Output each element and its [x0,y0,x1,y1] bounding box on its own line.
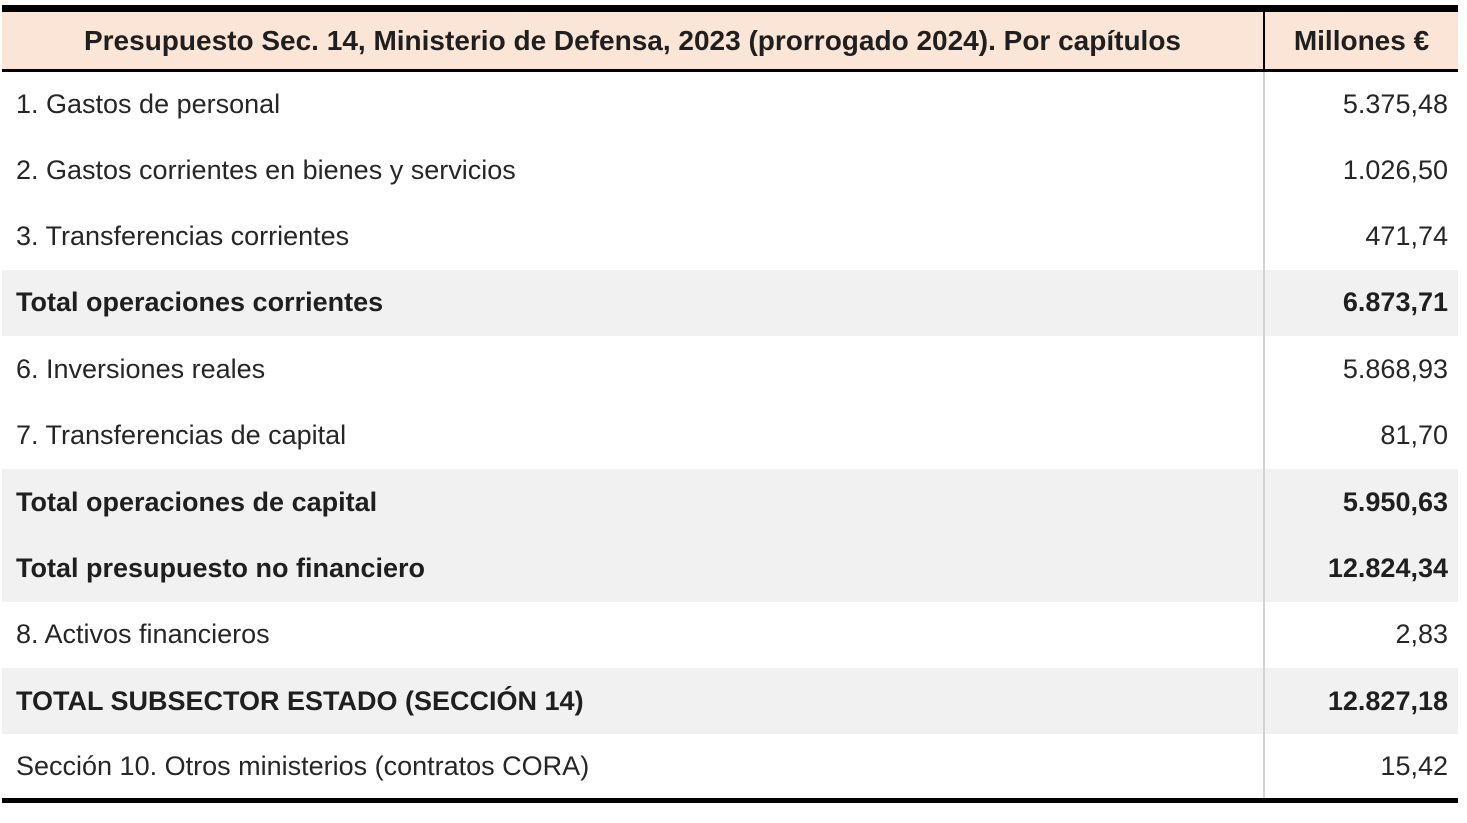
table-header-row: Presupuesto Sec. 14, Ministerio de Defen… [2,8,1458,72]
budget-table-container: Presupuesto Sec. 14, Ministerio de Defen… [2,5,1458,804]
row-label: 2. Gastos corrientes en bienes y servici… [2,136,1264,204]
row-value: 12.827,18 [1263,668,1458,735]
row-value: 5.375,48 [1263,70,1458,137]
table-row: 3. Transferencias corrientes 471,74 [2,203,1458,270]
row-label: 6. Inversiones reales [2,336,1264,403]
row-label: Total operaciones de capital [2,468,1264,536]
row-label: Sección 10. Otros ministerios (contratos… [2,734,1264,801]
row-value: 5.868,93 [1263,336,1458,403]
row-value: 2,83 [1263,601,1458,669]
header-title: Presupuesto Sec. 14, Ministerio de Defen… [2,8,1264,72]
table-row: 8. Activos financieros 2,83 [2,601,1458,669]
row-value: 12.824,34 [1263,535,1458,602]
header-unit-label: Millones € [1263,8,1458,72]
table-body: 1. Gastos de personal 5.375,48 2. Gastos… [2,70,1458,801]
table-row: TOTAL SUBSECTOR ESTADO (SECCIÓN 14) 12.8… [2,668,1458,735]
table-row: Total presupuesto no financiero 12.824,3… [2,535,1458,602]
row-label: 7. Transferencias de capital [2,402,1264,469]
budget-table: Presupuesto Sec. 14, Ministerio de Defen… [2,5,1458,804]
row-value: 5.950,63 [1263,468,1458,536]
table-row: Total operaciones corrientes 6.873,71 [2,269,1458,337]
row-value: 6.873,71 [1263,269,1458,337]
table-row: 1. Gastos de personal 5.375,48 [2,70,1458,137]
row-value: 1.026,50 [1263,136,1458,204]
row-label: 3. Transferencias corrientes [2,203,1264,270]
row-value: 471,74 [1263,203,1458,270]
table-row: 2. Gastos corrientes en bienes y servici… [2,136,1458,204]
row-label: TOTAL SUBSECTOR ESTADO (SECCIÓN 14) [2,668,1264,735]
row-label: 1. Gastos de personal [2,70,1264,137]
table-row: Sección 10. Otros ministerios (contratos… [2,734,1458,801]
row-label: Total operaciones corrientes [2,269,1264,337]
row-value: 15,42 [1263,734,1458,801]
table-row: 7. Transferencias de capital 81,70 [2,402,1458,469]
row-label: Total presupuesto no financiero [2,535,1264,602]
table-row: 6. Inversiones reales 5.868,93 [2,336,1458,403]
table-head: Presupuesto Sec. 14, Ministerio de Defen… [2,8,1458,72]
table-row: Total operaciones de capital 5.950,63 [2,468,1458,536]
row-label: 8. Activos financieros [2,601,1264,669]
row-value: 81,70 [1263,402,1458,469]
